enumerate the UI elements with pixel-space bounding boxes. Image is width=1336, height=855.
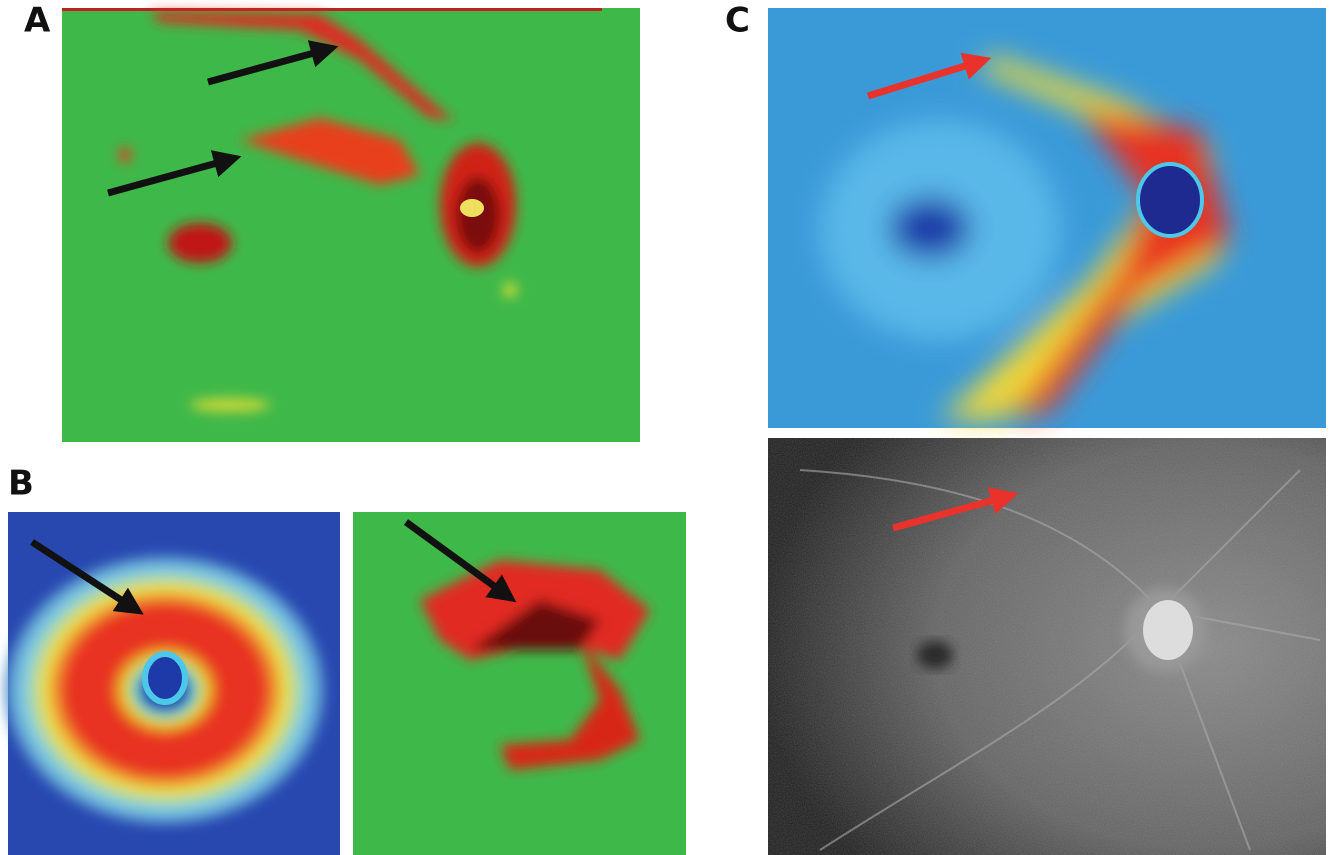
- figure: A B C: [0, 0, 1336, 855]
- panel-label: C: [725, 1, 750, 41]
- image-c-bottom: [768, 438, 1326, 855]
- image-b-left: [5, 512, 340, 855]
- panel-label: B: [8, 464, 34, 504]
- panel-label: A: [24, 1, 51, 41]
- image-a: [62, 8, 640, 442]
- image-c-top: [768, 8, 1326, 428]
- image-b-right: [353, 512, 686, 855]
